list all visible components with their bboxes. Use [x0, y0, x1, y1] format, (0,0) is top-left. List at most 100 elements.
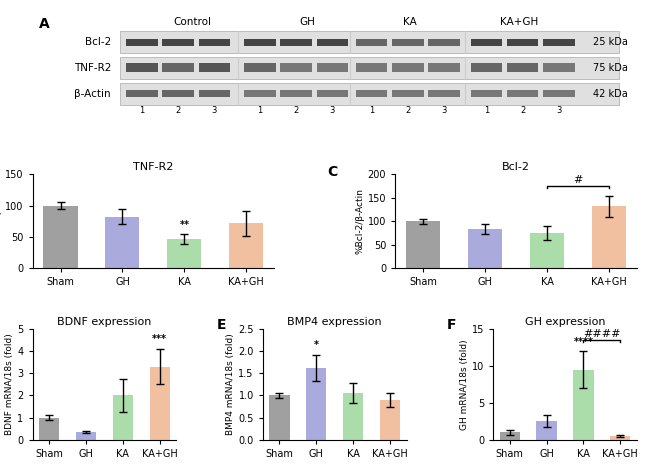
Bar [573, 369, 593, 440]
FancyBboxPatch shape [543, 63, 575, 72]
FancyBboxPatch shape [428, 38, 460, 45]
Bar [343, 393, 363, 440]
FancyBboxPatch shape [543, 90, 575, 97]
FancyBboxPatch shape [120, 83, 619, 105]
FancyBboxPatch shape [317, 63, 348, 72]
Text: C: C [328, 165, 338, 179]
FancyBboxPatch shape [392, 38, 424, 45]
Text: Control: Control [174, 17, 212, 27]
FancyBboxPatch shape [356, 38, 387, 45]
Y-axis label: %Bcl-2/β-Actin: %Bcl-2/β-Actin [356, 188, 365, 254]
Title: TNF-R2: TNF-R2 [133, 162, 174, 172]
Bar [592, 206, 626, 268]
Text: **: ** [179, 220, 189, 230]
Title: BDNF expression: BDNF expression [57, 316, 151, 327]
FancyBboxPatch shape [126, 90, 158, 97]
Text: 2: 2 [405, 106, 411, 115]
Y-axis label: GH mRNA/18s (fold): GH mRNA/18s (fold) [460, 339, 469, 429]
Bar [468, 229, 502, 268]
FancyBboxPatch shape [356, 63, 387, 72]
Bar [530, 233, 564, 268]
FancyBboxPatch shape [126, 38, 158, 45]
FancyBboxPatch shape [317, 38, 348, 45]
Bar [229, 223, 263, 268]
FancyBboxPatch shape [356, 90, 387, 97]
Text: A: A [38, 17, 49, 31]
FancyBboxPatch shape [507, 90, 538, 97]
Bar [610, 436, 630, 440]
Text: F: F [447, 318, 456, 332]
Text: 1: 1 [257, 106, 263, 115]
Text: 75 kDa: 75 kDa [593, 63, 628, 73]
FancyBboxPatch shape [162, 90, 194, 97]
Text: TNF-R2: TNF-R2 [73, 63, 111, 73]
Text: GH: GH [300, 17, 315, 27]
Text: *: * [314, 340, 318, 350]
FancyBboxPatch shape [507, 63, 538, 72]
FancyBboxPatch shape [199, 90, 230, 97]
FancyBboxPatch shape [126, 63, 158, 72]
FancyBboxPatch shape [120, 31, 619, 53]
Bar [380, 400, 400, 440]
Bar [306, 368, 326, 440]
Bar [269, 395, 290, 440]
Text: KA: KA [404, 17, 417, 27]
Text: 1: 1 [369, 106, 374, 115]
Text: 1: 1 [484, 106, 489, 115]
FancyBboxPatch shape [120, 57, 619, 79]
Text: 2: 2 [520, 106, 525, 115]
Text: 1: 1 [139, 106, 144, 115]
Bar [105, 217, 140, 268]
FancyBboxPatch shape [244, 90, 276, 97]
Bar [167, 239, 202, 268]
Bar [39, 418, 59, 440]
Bar [44, 206, 77, 268]
Text: ***: *** [152, 334, 167, 344]
FancyBboxPatch shape [507, 38, 538, 45]
Text: 42 kDa: 42 kDa [593, 89, 628, 99]
FancyBboxPatch shape [428, 63, 460, 72]
Bar [406, 221, 440, 268]
Text: 2: 2 [176, 106, 181, 115]
FancyBboxPatch shape [244, 38, 276, 45]
Bar [112, 395, 133, 440]
FancyBboxPatch shape [471, 38, 502, 45]
Text: 3: 3 [556, 106, 562, 115]
FancyBboxPatch shape [280, 90, 312, 97]
Text: E: E [216, 318, 226, 332]
FancyBboxPatch shape [199, 38, 230, 45]
Title: GH expression: GH expression [525, 316, 605, 327]
FancyBboxPatch shape [199, 63, 230, 72]
Text: ####: #### [583, 329, 621, 339]
FancyBboxPatch shape [392, 63, 424, 72]
FancyBboxPatch shape [244, 63, 276, 72]
FancyBboxPatch shape [280, 38, 312, 45]
FancyBboxPatch shape [428, 90, 460, 97]
FancyBboxPatch shape [162, 38, 194, 45]
Text: #: # [573, 175, 582, 185]
Text: Bcl-2: Bcl-2 [85, 37, 111, 47]
Y-axis label: BMP4 mRNA/18s (fold): BMP4 mRNA/18s (fold) [226, 333, 235, 435]
Title: Bcl-2: Bcl-2 [502, 162, 530, 172]
FancyBboxPatch shape [280, 63, 312, 72]
Y-axis label: % TNF-R2/β-Actin: % TNF-R2/β-Actin [0, 182, 2, 261]
Text: 3: 3 [212, 106, 217, 115]
FancyBboxPatch shape [471, 63, 502, 72]
FancyBboxPatch shape [317, 90, 348, 97]
Bar [76, 432, 96, 440]
FancyBboxPatch shape [471, 90, 502, 97]
Text: 2: 2 [293, 106, 299, 115]
FancyBboxPatch shape [162, 63, 194, 72]
Text: 3: 3 [441, 106, 447, 115]
Text: β-Actin: β-Actin [75, 89, 111, 99]
Bar [500, 432, 520, 440]
FancyBboxPatch shape [392, 90, 424, 97]
Bar [536, 421, 557, 440]
Bar [150, 367, 170, 440]
Text: ****: **** [573, 337, 593, 347]
FancyBboxPatch shape [543, 38, 575, 45]
Text: 25 kDa: 25 kDa [593, 37, 628, 47]
Y-axis label: BDNF mRNA/18s (fold): BDNF mRNA/18s (fold) [5, 333, 14, 435]
Title: BMP4 expression: BMP4 expression [287, 316, 382, 327]
Text: 3: 3 [330, 106, 335, 115]
